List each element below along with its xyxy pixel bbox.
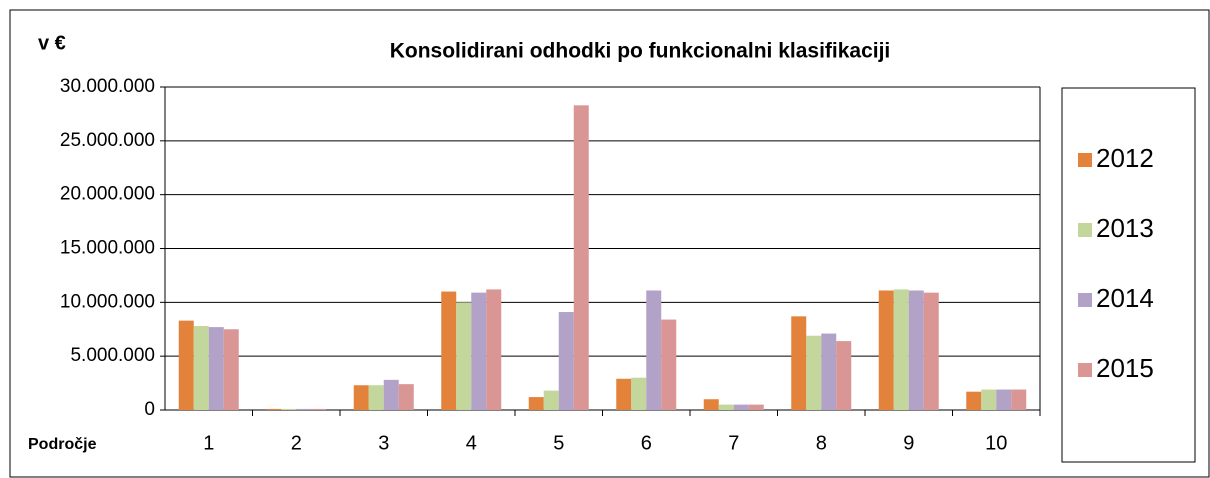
bar bbox=[996, 389, 1012, 410]
y-tick-label: 15.000.000 bbox=[60, 238, 155, 259]
legend-label: 2013 bbox=[1096, 213, 1154, 243]
bar bbox=[1011, 389, 1027, 410]
bar bbox=[981, 389, 997, 410]
bar bbox=[791, 316, 807, 410]
x-tick-label: 9 bbox=[903, 432, 914, 454]
bar bbox=[661, 319, 677, 410]
x-tick-label: 8 bbox=[816, 432, 827, 454]
bar bbox=[878, 290, 894, 410]
bar bbox=[908, 290, 924, 410]
bar bbox=[311, 408, 327, 410]
y-tick-label: 5.000.000 bbox=[70, 345, 155, 366]
bar bbox=[471, 292, 487, 410]
bar bbox=[573, 105, 589, 410]
bar bbox=[836, 341, 852, 410]
bar bbox=[383, 379, 399, 410]
bar bbox=[966, 391, 982, 410]
x-tick-label: 4 bbox=[466, 432, 477, 454]
bar bbox=[223, 329, 239, 410]
x-tick-label: 7 bbox=[728, 432, 739, 454]
y-axis-label: v € bbox=[38, 32, 66, 54]
y-tick-label: 10.000.000 bbox=[60, 291, 155, 312]
chart-title: Konsolidirani odhodki po funkcionalni kl… bbox=[390, 40, 891, 63]
legend-label: 2014 bbox=[1096, 283, 1154, 313]
bar bbox=[733, 404, 749, 410]
bar bbox=[368, 385, 384, 410]
bar bbox=[631, 377, 647, 410]
y-tick-label: 20.000.000 bbox=[60, 184, 155, 205]
bar bbox=[296, 408, 312, 410]
y-tick-label: 30.000.000 bbox=[60, 76, 155, 97]
bar bbox=[193, 326, 209, 410]
legend-label: 2012 bbox=[1096, 143, 1154, 173]
bar bbox=[441, 291, 457, 410]
legend-label: 2015 bbox=[1096, 353, 1154, 383]
bar bbox=[821, 333, 837, 410]
x-tick-label: 5 bbox=[553, 432, 564, 454]
bar bbox=[703, 399, 719, 410]
bar bbox=[616, 378, 632, 410]
legend-swatch bbox=[1078, 153, 1092, 167]
bar bbox=[748, 404, 764, 410]
bar bbox=[208, 327, 224, 410]
bar bbox=[923, 292, 939, 410]
y-tick-label: 25.000.000 bbox=[60, 130, 155, 151]
bar bbox=[806, 335, 822, 410]
legend-swatch bbox=[1078, 293, 1092, 307]
bar bbox=[178, 320, 194, 410]
bar bbox=[266, 408, 282, 410]
legend-box bbox=[1061, 87, 1196, 463]
legend-swatch bbox=[1078, 363, 1092, 377]
bar bbox=[281, 408, 297, 410]
x-tick-label: 3 bbox=[378, 432, 389, 454]
bar bbox=[456, 302, 472, 410]
bar bbox=[543, 390, 559, 410]
x-tick-label: 1 bbox=[203, 432, 214, 454]
bar bbox=[893, 289, 909, 410]
y-tick-label: 0 bbox=[144, 399, 155, 420]
x-tick-label: 10 bbox=[985, 432, 1007, 454]
bar bbox=[558, 312, 574, 410]
x-tick-label: 2 bbox=[291, 432, 302, 454]
bar bbox=[398, 384, 414, 410]
x-axis-label: Področje bbox=[28, 436, 97, 453]
bar bbox=[486, 289, 502, 410]
x-tick-label: 6 bbox=[641, 432, 652, 454]
bar bbox=[353, 385, 369, 410]
bar bbox=[718, 404, 734, 410]
bar bbox=[646, 290, 662, 410]
bar bbox=[528, 397, 544, 410]
legend-swatch bbox=[1078, 223, 1092, 237]
